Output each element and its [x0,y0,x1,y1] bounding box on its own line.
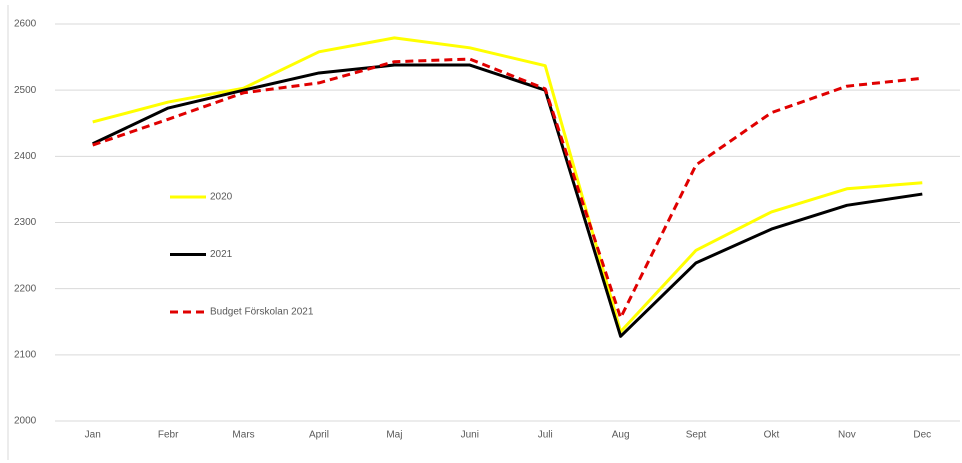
series-line [92,57,923,320]
y-tick-label: 2300 [14,217,37,228]
x-tick-label: Jan [85,430,101,441]
y-tick-label: 2500 [14,85,37,96]
y-tick-label: 2100 [14,349,37,360]
x-tick-label: Dec [913,430,931,441]
x-tick-label: Febr [158,430,179,441]
x-tick-label: Okt [764,430,780,441]
x-tick-label: Sept [686,430,707,441]
y-tick-label: 2600 [14,19,37,30]
legend-label: Budget Förskolan 2021 [210,307,314,318]
x-tick-label: Juli [538,430,553,441]
y-tick-label: 2000 [14,416,37,427]
series-line [92,36,923,334]
x-tick-label: Juni [461,430,479,441]
legend-label: 2020 [210,192,233,203]
legend-label: 2021 [210,249,233,260]
x-tick-label: April [309,430,329,441]
x-tick-label: Mars [232,430,254,441]
y-tick-label: 2200 [14,283,37,294]
x-tick-label: Maj [386,430,402,441]
y-tick-label: 2400 [14,151,37,162]
x-tick-label: Nov [838,430,856,441]
series-line [92,63,923,338]
x-tick-label: Aug [612,430,630,441]
